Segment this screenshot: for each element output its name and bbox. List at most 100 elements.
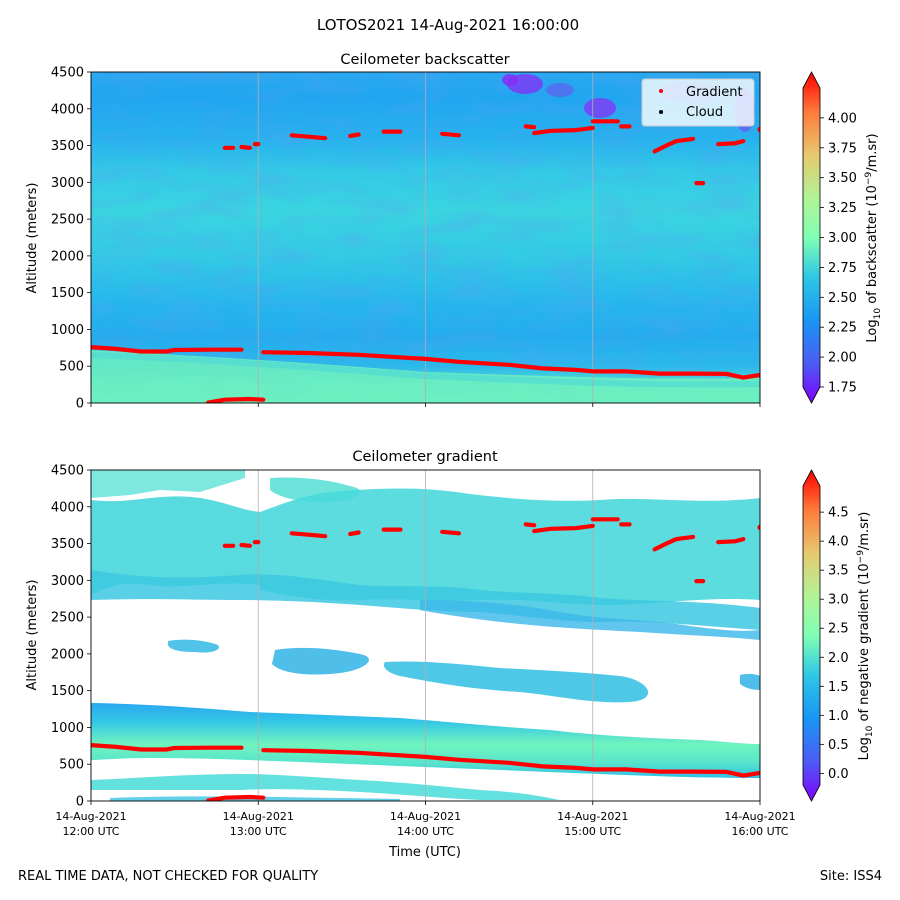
y-tick-label: 4000	[51, 500, 84, 515]
gradient-line	[348, 132, 361, 139]
gradient-line	[206, 794, 266, 801]
legend-cloud-label: Cloud	[686, 105, 723, 120]
backscatter-y-label: Altitude (meters)	[25, 183, 40, 294]
gradient-line	[261, 350, 760, 380]
colorbar-tick-label: 4.0	[828, 535, 849, 550]
y-tick-label: 1500	[51, 286, 84, 301]
backscatter-colorbar: 1.75 2.00 2.25 2.50 2.75 3.00 3.25 3.50 3.75 4.00…	[802, 71, 883, 404]
x-tick-label-time: 12:00 UTC	[62, 825, 119, 838]
x-tick-label-date: 14-Aug-2021	[390, 810, 461, 823]
gradient-line	[716, 139, 746, 147]
x-tick-label-date: 14-Aug-2021	[223, 810, 294, 823]
colorbar-tick-label: 3.75	[828, 141, 857, 156]
backscatter-title: Ceilometer backscatter	[340, 52, 509, 68]
colorbar-tick-label: 4.5	[828, 506, 849, 521]
quality-notice: REAL TIME DATA, NOT CHECKED FOR QUALITY	[18, 869, 319, 884]
y-tick-label: 500	[59, 360, 84, 375]
x-tick-label-time: 15:00 UTC	[564, 825, 621, 838]
gradient-line	[532, 125, 595, 136]
y-tick-label: 1000	[51, 721, 84, 736]
gradient-y-ticks: 0 500 1000 1500 2000 2500 3000 3500 4000 4500	[51, 464, 91, 810]
x-tick-label-date: 14-Aug-2021	[557, 810, 628, 823]
backscatter-colorbar-ticks: 1.75 2.00 2.25 2.50 2.75 3.00 3.25 3.50 3.75 4.00	[820, 111, 857, 396]
colorbar-tick-label: 3.25	[828, 201, 857, 216]
gradient-point	[757, 524, 760, 530]
colorbar-tick-label: 3.0	[828, 593, 849, 608]
y-tick-label: 3000	[51, 574, 84, 589]
gradient-line	[261, 748, 760, 778]
legend: Gradient Cloud	[641, 78, 755, 127]
gradient-gradient-markers	[91, 517, 760, 801]
colorbar-tick-label: 4.00	[828, 111, 857, 126]
colorbar-tick-label: 2.00	[828, 351, 857, 366]
colorbar-tick-label: 2.0	[828, 651, 849, 666]
legend-gradient-marker	[659, 89, 663, 93]
colorbar-tick-label: 1.75	[828, 381, 857, 396]
gradient-point	[757, 126, 760, 132]
gradient-line	[348, 530, 361, 537]
y-tick-label: 4000	[51, 102, 84, 117]
gradient-line	[239, 542, 252, 548]
y-tick-label: 0	[76, 795, 84, 810]
gradient-line	[289, 531, 328, 539]
y-tick-label: 0	[76, 397, 84, 412]
colorbar-tick-label: 3.5	[828, 564, 849, 579]
y-tick-label: 2000	[51, 249, 84, 264]
legend-cloud-marker	[659, 110, 663, 114]
gradient-line	[652, 136, 696, 154]
colorbar-tick-label: 2.75	[828, 261, 857, 276]
gradient-title: Ceilometer gradient	[352, 449, 498, 465]
gradient-line	[289, 133, 328, 141]
gradient-line	[91, 345, 244, 354]
colorbar-tick-label: 1.5	[828, 680, 849, 695]
gradient-x-label: Time (UTC)	[388, 845, 461, 860]
gradient-y-label: Altitude (meters)	[25, 580, 40, 691]
backscatter-gradient-markers	[91, 119, 760, 403]
gradient-line	[523, 124, 537, 130]
site-label: Site: ISS4	[819, 869, 882, 884]
gradient-colorbar-ticks: 0.0 0.5 1.0 1.5 2.0 2.5 3.0 3.5 4.0 4.5	[820, 506, 849, 782]
gradient-line	[523, 522, 537, 528]
y-tick-label: 3000	[51, 176, 84, 191]
gradient-line	[532, 523, 595, 534]
gradient-line	[440, 529, 461, 536]
gradient-colorbar: 0.0 0.5 1.0 1.5 2.0 2.5 3.0 3.5 4.0 4.5 Log10 of …	[802, 469, 875, 802]
gradient-colorbar-label: Log10 of negative gradient (10−9/m.sr)	[856, 512, 875, 761]
gradient-line	[716, 537, 746, 545]
backscatter-x-ticks	[90, 403, 761, 407]
gradient-line	[440, 131, 461, 138]
x-tick-label-time: 14:00 UTC	[397, 825, 454, 838]
backscatter-panel: Ceilometer backscatter 0 500 1000 1500 2000 2…	[25, 52, 883, 412]
y-tick-label: 2500	[51, 213, 84, 228]
colorbar-tick-label: 2.5	[828, 622, 849, 637]
gradient-line	[91, 743, 244, 752]
colorbar-tick-label: 0.0	[828, 767, 849, 782]
colorbar-tick-label: 2.50	[828, 291, 857, 306]
y-tick-label: 1000	[51, 323, 84, 338]
y-tick-label: 3500	[51, 139, 84, 154]
x-tick-label-date: 14-Aug-2021	[724, 810, 795, 823]
y-tick-label: 2000	[51, 647, 84, 662]
y-tick-label: 4500	[51, 66, 84, 81]
y-tick-label: 1500	[51, 684, 84, 699]
backscatter-colorbar-label: Log10 of backscatter (10−9/m.sr)	[864, 133, 883, 342]
backscatter-y-ticks: 0 500 1000 1500 2000 2500 3000 3500 4000 4500	[51, 66, 91, 412]
gradient-line	[652, 534, 696, 552]
y-tick-label: 3500	[51, 537, 84, 552]
y-tick-label: 2500	[51, 611, 84, 626]
colorbar-tick-label: 1.0	[828, 709, 849, 724]
colorbar-tick-label: 3.00	[828, 231, 857, 246]
colorbar-tick-label: 2.25	[828, 321, 857, 336]
x-tick-label-time: 16:00 UTC	[731, 825, 788, 838]
figure-title: LOTOS2021 14-Aug-2021 16:00:00	[317, 16, 579, 34]
colorbar-tick-label: 3.50	[828, 171, 857, 186]
x-tick-label-date: 14-Aug-2021	[55, 810, 126, 823]
y-tick-label: 500	[59, 758, 84, 773]
gradient-line	[206, 396, 266, 403]
gradient-line	[239, 144, 252, 150]
colorbar-tick-label: 0.5	[828, 738, 849, 753]
gradient-x-ticks: 14-Aug-2021 12:00 UTC 14-Aug-2021 13:00 UTC…	[55, 801, 796, 838]
legend-gradient-label: Gradient	[686, 85, 743, 100]
gradient-panel: Ceilometer gradient 0 500 1000 1500 2000 2500…	[25, 449, 875, 860]
